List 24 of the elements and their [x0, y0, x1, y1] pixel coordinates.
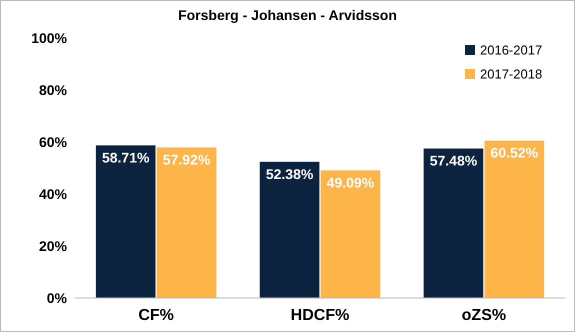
data-label: 57.92%: [162, 151, 211, 168]
bar: [424, 148, 484, 298]
y-tick-label: 60%: [38, 134, 68, 150]
bar: [484, 140, 544, 298]
bar: [260, 162, 320, 298]
y-tick-label: 100%: [31, 30, 68, 46]
x-tick-label: CF%: [138, 307, 174, 324]
y-tick-label: 0%: [46, 290, 68, 306]
x-tick-label: oZS%: [462, 307, 506, 324]
y-tick-label: 20%: [38, 238, 68, 254]
y-tick-label: 40%: [38, 186, 68, 202]
bar: [156, 147, 216, 298]
data-label: 57.48%: [430, 152, 478, 169]
chart-title: Forsberg - Johansen - Arvidsson: [178, 7, 397, 23]
data-label: 58.71%: [102, 149, 150, 166]
legend-label: 2016-2017: [480, 42, 542, 58]
bar: [320, 170, 380, 298]
bar: [96, 145, 156, 298]
legend-label: 2017-2018: [480, 66, 542, 82]
y-tick-label: 80%: [38, 82, 68, 98]
data-label: 52.38%: [266, 166, 314, 182]
data-label: 49.09%: [326, 174, 375, 190]
data-label: 60.52%: [490, 144, 539, 161]
x-tick-label: HDCF%: [290, 307, 350, 324]
